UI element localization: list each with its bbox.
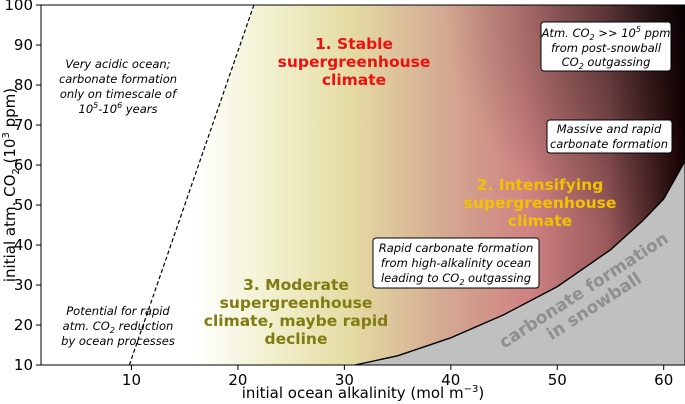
x-tick-label: 10: [122, 371, 141, 389]
y-tick-label: 20: [14, 316, 33, 334]
acidic-ocean-annotation: Very acidic ocean; carbonate formation o…: [59, 57, 178, 116]
x-tick-label: 20: [228, 371, 247, 389]
atm-line-2: from post-snowball: [551, 41, 662, 55]
y-tick-label: 10: [14, 356, 33, 374]
atm-co2-annotation: Atm. CO2 >> 105 ppm from post-snowball C…: [540, 21, 672, 72]
region-2-label: 2. Intensifying supergreenhouse climate: [464, 176, 617, 230]
region-1-line-1: 1. Stable: [315, 35, 393, 53]
x-tick-label: 60: [654, 371, 673, 389]
rapid-box: [372, 237, 540, 289]
y-tick-label: 40: [14, 236, 33, 254]
potential-annotation: Potential for rapid atm. CO2 reduction b…: [61, 304, 175, 348]
y-tick-label: 70: [14, 116, 33, 134]
region-2-line-3: climate: [508, 212, 572, 230]
y-tick-label: 60: [14, 156, 33, 174]
region-1-label: 1. Stable supergreenhouse climate: [278, 35, 431, 89]
region-1-line-2: supergreenhouse: [278, 53, 431, 71]
rapid-line-3: leading to CO2 outgassing: [381, 271, 531, 287]
atm-line-1: Atm. CO2 >> 105 ppm: [541, 25, 671, 42]
x-tick-label: 50: [548, 371, 567, 389]
massive-box: [546, 119, 673, 154]
region-3-line-4: decline: [265, 330, 328, 348]
x-tick-label: 30: [335, 371, 354, 389]
y-tick-label: 100: [4, 0, 33, 14]
y-tick-label: 50: [14, 196, 33, 214]
x-axis-ticks: 10 20 30 40 50 60: [122, 365, 673, 389]
acidic-line-1: Very acidic ocean;: [65, 57, 170, 71]
y-axis-ticks: 10 20 30 40 50 60 70 80 90 100: [4, 0, 41, 374]
y-axis-label: initial atm. CO2 (103 ppm): [1, 88, 22, 282]
snowball-boundary-line: [354, 160, 685, 365]
region-2-line-1: 2. Intensifying: [477, 176, 604, 194]
massive-line-1: Massive and rapid: [557, 122, 662, 136]
region-1-line-3: climate: [322, 71, 386, 89]
dashed-boundary-line: [128, 5, 255, 365]
rapid-line-1: Rapid carbonate formation: [379, 241, 534, 255]
y-tick-label: 30: [14, 276, 33, 294]
x-axis-label: initial ocean alkalinity (mol m−3): [242, 384, 484, 402]
region-3-line-3: climate, maybe rapid: [204, 312, 388, 330]
rapid-line-2: from high-alkalinity ocean: [381, 256, 531, 270]
axes-frame: [40, 4, 685, 366]
acidic-ocean-region: [41, 5, 254, 365]
potential-line-2: atm. CO2 reduction: [63, 319, 174, 335]
acidic-line-3: only on timescale of: [60, 87, 178, 101]
potential-line-3: by ocean processes: [61, 334, 175, 348]
region-3-label: 3. Moderate supergreenhouse climate, may…: [204, 276, 388, 348]
atm-co2-box: [540, 21, 672, 72]
atm-line-3: CO2 outgassing: [562, 55, 651, 71]
acidic-line-4: 105-106 years: [79, 101, 158, 116]
region-2-line-2: supergreenhouse: [464, 194, 617, 212]
x-tick-label: 40: [441, 371, 460, 389]
potential-line-1: Potential for rapid: [66, 304, 170, 318]
y-tick-label: 80: [14, 76, 33, 94]
massive-line-2: carbonate formation: [550, 137, 668, 151]
y-tick-label: 90: [14, 36, 33, 54]
snowball-region: [355, 161, 685, 365]
region-3-line-2: supergreenhouse: [220, 294, 373, 312]
rapid-annotation: Rapid carbonate formation from high-alka…: [372, 237, 540, 289]
acidic-line-2: carbonate formation: [59, 72, 177, 86]
massive-annotation: Massive and rapid carbonate formation: [546, 119, 673, 154]
region-3-line-1: 3. Moderate: [243, 276, 349, 294]
